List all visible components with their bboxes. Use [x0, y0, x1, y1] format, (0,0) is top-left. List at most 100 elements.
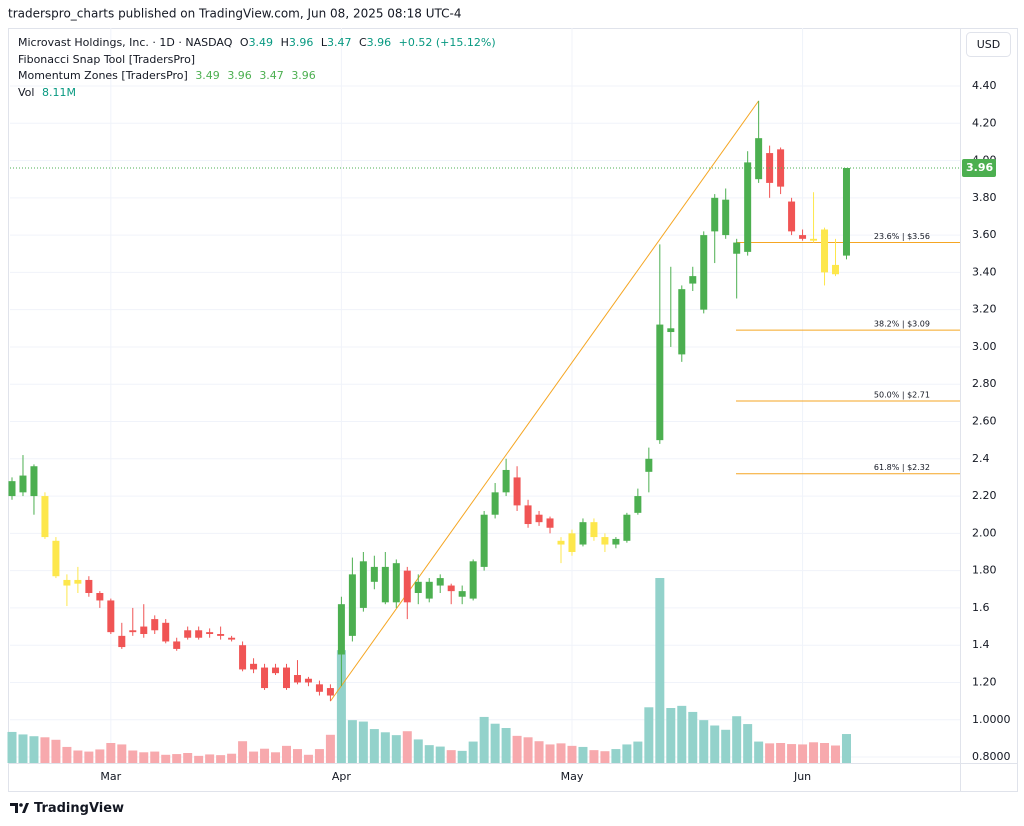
candle-body: [612, 538, 620, 545]
candle-body: [480, 514, 488, 567]
candle-body: [261, 667, 269, 689]
candle-body: [129, 630, 137, 633]
indicator-value: 3.47: [259, 69, 284, 82]
volume-bar: [62, 746, 72, 763]
fib-label: 38.2% | $3.09: [874, 320, 930, 329]
y-tick-label: 3.60: [972, 228, 997, 241]
candle-body: [447, 585, 455, 592]
currency-box[interactable]: [966, 32, 1011, 57]
candle-body: [283, 667, 290, 689]
symbol-title: Microvast Holdings, Inc. · 1D · NASDAQ: [18, 36, 233, 49]
candle-body: [711, 197, 719, 232]
volume-bar: [743, 724, 753, 763]
volume-bar: [644, 707, 654, 763]
volume-bar: [556, 743, 566, 763]
candle-body: [590, 522, 598, 538]
y-tick-label: 4.40: [972, 79, 997, 92]
ohlc-value: 3.96: [367, 36, 392, 49]
volume-bar: [249, 751, 259, 763]
last-price-box: [962, 158, 996, 177]
currency-label[interactable]: USD: [977, 38, 1001, 51]
volume-bar: [29, 736, 39, 763]
candle-body: [381, 566, 389, 603]
volume-bar: [238, 741, 248, 763]
volume-bar: [600, 751, 610, 763]
candle-body: [359, 561, 367, 608]
candle-body: [414, 581, 422, 593]
volume-bar: [688, 711, 698, 763]
volume-bar: [655, 578, 665, 763]
last-price-label: 3.96: [966, 161, 993, 174]
ohlc-letter: H: [281, 36, 289, 49]
brand-logo: TradingView: [10, 801, 124, 816]
volume-bar: [139, 752, 149, 763]
y-tick-label: 1.4: [972, 638, 990, 651]
y-tick-label: 2.60: [972, 415, 997, 428]
candle-body: [206, 632, 214, 635]
volume-bar: [710, 725, 720, 763]
volume-bar: [523, 737, 533, 763]
volume-title: Vol: [18, 86, 34, 99]
candle-body: [19, 475, 27, 493]
volume-bar: [578, 746, 588, 763]
volume-bar: [216, 755, 226, 763]
volume-bar: [776, 743, 786, 763]
volume-bar: [666, 708, 676, 763]
chart-frame: [8, 28, 1018, 792]
volume-bar: [841, 734, 851, 763]
y-tick-label: 2.20: [972, 489, 997, 502]
candle-body: [799, 235, 807, 239]
candle-body: [458, 591, 466, 597]
volume-bar: [227, 753, 237, 763]
volume-bar: [95, 749, 105, 763]
candle-body: [348, 574, 356, 636]
candle-body: [250, 663, 258, 670]
volume-bar: [18, 734, 28, 763]
volume-bar: [40, 737, 50, 763]
volume-bar: [413, 739, 423, 763]
volume-bar: [424, 745, 434, 763]
candle-body: [326, 688, 334, 696]
volume-bar: [128, 750, 138, 763]
candle-body: [667, 328, 675, 333]
volume-value: 8.11M: [42, 86, 76, 99]
candle-body: [151, 619, 159, 631]
candle-body: [744, 162, 752, 252]
candle-body: [304, 678, 312, 683]
y-tick-label: 2.80: [972, 377, 997, 390]
fib-trend-line: [330, 100, 760, 702]
published-note: traderspro_charts published on TradingVi…: [8, 7, 461, 21]
volume-bar: [358, 721, 368, 763]
volume-bar: [194, 755, 204, 763]
volume-bar: [292, 749, 302, 763]
volume-bar: [699, 720, 709, 763]
candle-body: [118, 635, 126, 648]
volume-bar: [611, 749, 621, 763]
candle-body: [173, 641, 181, 649]
y-tick-label: 3.00: [972, 340, 997, 353]
candle-body: [579, 522, 587, 545]
candle-body: [74, 579, 82, 584]
currency-button[interactable]: USD: [966, 32, 1011, 57]
volume-bar: [457, 750, 467, 763]
volume-bar: [479, 716, 489, 763]
volume-bar: [150, 751, 160, 763]
x-tick-label: Apr: [332, 770, 352, 783]
plot-area: 23.6% | $3.56 38.2% | $3.09 50.0% | $2.71 6…: [7, 28, 960, 763]
candle-body: [777, 149, 785, 187]
volume-bar: [106, 743, 116, 763]
ohlc-value: 3.96: [289, 36, 314, 49]
candle-body: [436, 578, 444, 586]
y-tick-label: 2.00: [972, 526, 997, 539]
volume-bar: [7, 731, 17, 763]
candle-body: [469, 561, 477, 599]
y-tick-label: 3.40: [972, 265, 997, 278]
volume-bar: [809, 742, 819, 763]
candle-body: [788, 201, 796, 232]
volume-bar: [205, 754, 215, 763]
ohlc-value: 3.47: [327, 36, 352, 49]
candle-body: [370, 566, 378, 582]
volume-bar: [589, 750, 599, 763]
y-tick-label: 1.0000: [972, 713, 1011, 726]
